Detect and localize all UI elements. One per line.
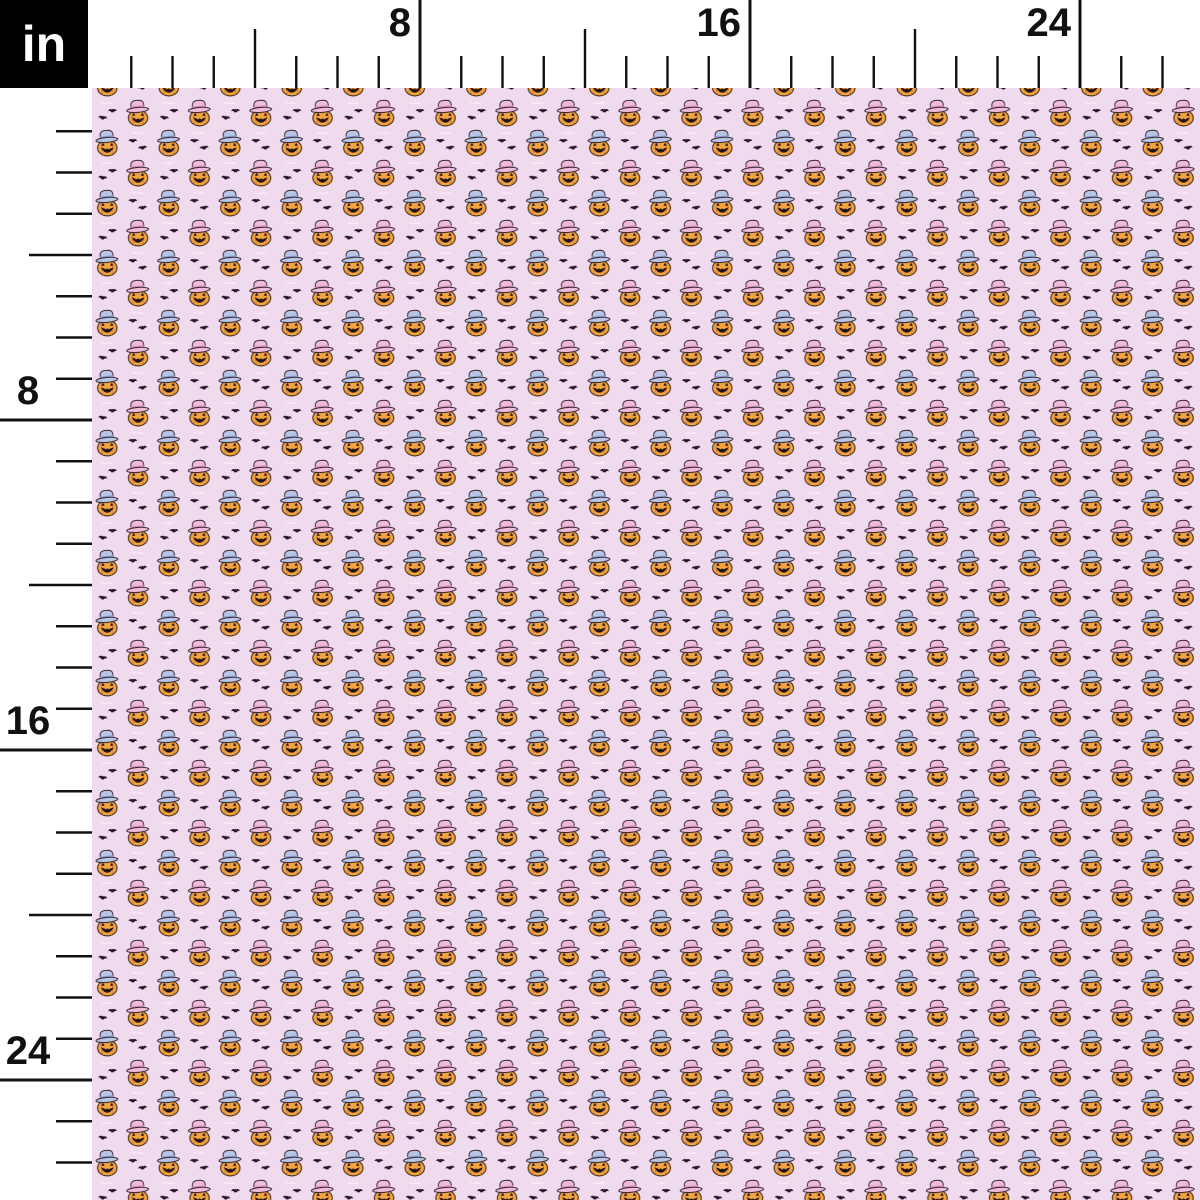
unit-label: in <box>21 16 67 72</box>
left-ruler-number: 24 <box>6 1029 51 1073</box>
left-ruler: 8 16 24 <box>0 88 92 1200</box>
unit-badge: in <box>0 0 88 88</box>
top-ruler: in 8 16 24 <box>0 0 1200 88</box>
top-ruler-number: 16 <box>697 1 742 45</box>
top-ruler-ticks: 8 16 24 <box>130 0 1164 88</box>
fabric-pattern: howdy howdy <box>92 88 1200 1200</box>
left-ruler-number: 8 <box>17 369 39 413</box>
top-ruler-number: 24 <box>1027 1 1072 45</box>
fabric-pattern-fill <box>92 88 1200 1200</box>
fabric-swatch: howdy howdy <box>92 88 1200 1200</box>
left-ruler-number: 16 <box>6 699 51 743</box>
top-ruler-number: 8 <box>389 1 411 45</box>
left-ruler-ticks: 8 16 24 <box>0 130 92 1164</box>
